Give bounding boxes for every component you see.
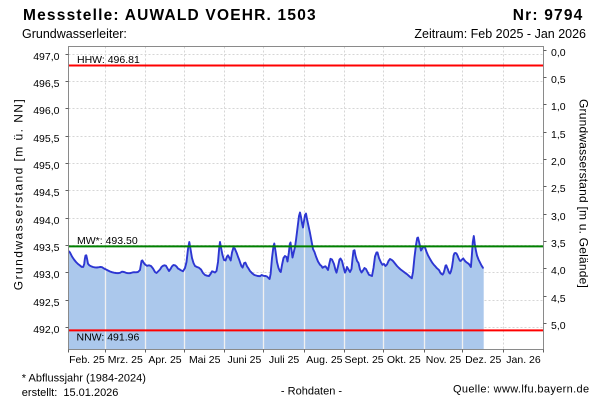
svg-text:Dez. 25: Dez. 25 <box>465 354 501 366</box>
svg-text:0,5: 0,5 <box>551 74 566 86</box>
svg-text:496,5: 496,5 <box>33 78 59 90</box>
svg-text:2,0: 2,0 <box>551 156 566 168</box>
svg-text:Quelle: www.lfu.bayern.de: Quelle: www.lfu.bayern.de <box>453 384 590 396</box>
svg-text:494,0: 494,0 <box>33 215 59 227</box>
svg-text:Feb. 25: Feb. 25 <box>69 354 105 366</box>
svg-text:Mrz. 25: Mrz. 25 <box>108 354 143 366</box>
svg-text:Jan. 26: Jan. 26 <box>506 354 541 366</box>
svg-text:- Rohdaten -: - Rohdaten - <box>281 386 342 398</box>
svg-text:3,5: 3,5 <box>551 238 566 250</box>
svg-text:Okt. 25: Okt. 25 <box>387 354 421 366</box>
svg-text:494,5: 494,5 <box>33 187 59 199</box>
svg-text:0,0: 0,0 <box>551 47 566 59</box>
svg-text:Messstelle: AUWALD VOEHR. 1503: Messstelle: AUWALD VOEHR. 1503 <box>23 7 317 24</box>
svg-text:HHW: 496.81: HHW: 496.81 <box>77 54 140 66</box>
svg-text:497,0: 497,0 <box>33 51 59 63</box>
svg-text:Grundwasserstand [m ü. NN]: Grundwasserstand [m ü. NN] <box>12 98 26 290</box>
svg-text:Juli 25: Juli 25 <box>269 354 300 366</box>
svg-text:Nr: 9794: Nr: 9794 <box>513 7 584 24</box>
svg-text:Nov. 25: Nov. 25 <box>426 354 462 366</box>
svg-text:496,0: 496,0 <box>33 105 59 117</box>
svg-text:MW*: 493.50: MW*: 493.50 <box>77 235 138 247</box>
svg-text:492,5: 492,5 <box>33 297 59 309</box>
svg-text:Juni 25: Juni 25 <box>227 354 261 366</box>
svg-text:1,0: 1,0 <box>551 101 566 113</box>
svg-text:* Abflussjahr (1984-2024): * Abflussjahr (1984-2024) <box>22 373 146 385</box>
svg-text:495,0: 495,0 <box>33 160 59 172</box>
svg-text:Mai 25: Mai 25 <box>189 354 221 366</box>
svg-text:1,5: 1,5 <box>551 129 566 141</box>
svg-text:493,0: 493,0 <box>33 269 59 281</box>
svg-text:Apr. 25: Apr. 25 <box>148 354 181 366</box>
svg-text:erstellt: 15.01.2026: erstellt: 15.01.2026 <box>22 387 119 399</box>
svg-text:Sept. 25: Sept. 25 <box>345 354 384 366</box>
svg-text:4,0: 4,0 <box>551 265 566 277</box>
svg-text:2,5: 2,5 <box>551 183 566 195</box>
svg-text:Grundwasserleiter:: Grundwasserleiter: <box>22 27 127 41</box>
svg-text:NNW: 491.96: NNW: 491.96 <box>77 331 140 343</box>
svg-text:Zeitraum: Feb 2025 - Jan 2026: Zeitraum: Feb 2025 - Jan 2026 <box>414 27 586 41</box>
svg-text:492,0: 492,0 <box>33 324 59 336</box>
svg-text:Aug. 25: Aug. 25 <box>306 354 342 366</box>
svg-text:Grundwasserstand [m u. Gelände: Grundwasserstand [m u. Gelände] <box>577 99 591 288</box>
svg-text:3,0: 3,0 <box>551 211 566 223</box>
svg-text:5,0: 5,0 <box>551 320 566 332</box>
svg-text:495,5: 495,5 <box>33 133 59 145</box>
svg-text:493,5: 493,5 <box>33 242 59 254</box>
svg-text:4,5: 4,5 <box>551 293 566 305</box>
